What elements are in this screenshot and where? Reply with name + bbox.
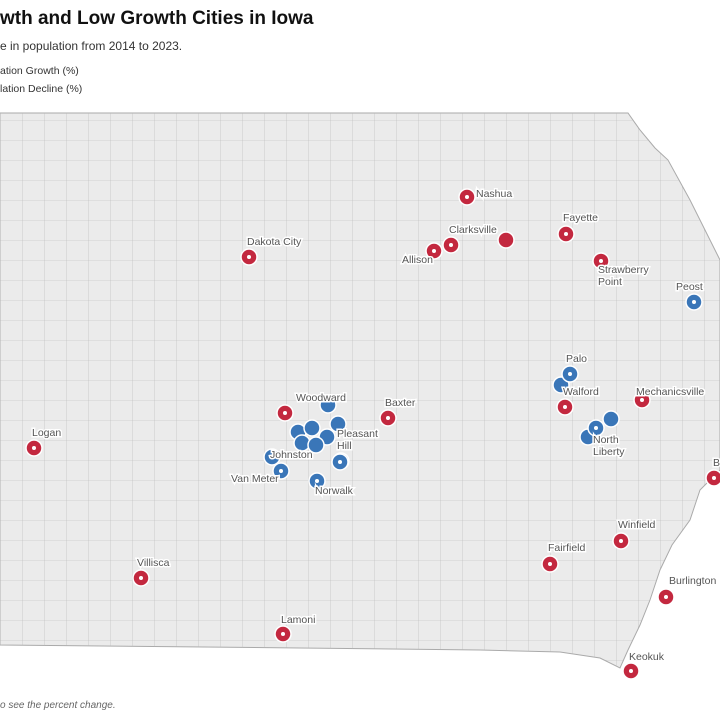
city-label: Liberty — [593, 446, 625, 458]
city-dot — [599, 259, 603, 263]
city-label: Strawberry — [598, 264, 650, 276]
city-dot — [338, 460, 342, 464]
city-marker — [602, 410, 620, 428]
city-label: Van Meter — [231, 473, 279, 485]
city-dot — [548, 562, 552, 566]
iowa-map — [0, 112, 720, 669]
city-marker — [307, 436, 325, 454]
city-label: Palo — [566, 353, 587, 365]
city-dot — [564, 232, 568, 236]
city-dot — [619, 539, 623, 543]
city-dot — [712, 476, 716, 480]
city-label: Logan — [32, 427, 61, 439]
city-dot — [629, 669, 633, 673]
city-dot — [139, 576, 143, 580]
city-dot — [432, 249, 436, 253]
city-dot — [279, 469, 283, 473]
city-label: Lamoni — [281, 614, 315, 626]
city-label: Fairfield — [548, 542, 586, 554]
city-label: Winfield — [618, 519, 656, 531]
city-label: Nashua — [476, 188, 512, 200]
city-label: Johnston — [270, 449, 313, 461]
city-dot — [692, 300, 696, 304]
city-dot — [640, 398, 644, 402]
city-dot — [568, 372, 572, 376]
city-dot — [283, 411, 287, 415]
city-dot — [315, 479, 319, 483]
city-marker — [497, 231, 515, 249]
city-label: Point — [598, 276, 622, 288]
city-marker — [329, 415, 347, 433]
city-dot — [270, 455, 274, 459]
city-dot — [32, 446, 36, 450]
city-dot — [563, 405, 567, 409]
city-label: Hill — [337, 440, 352, 452]
city-label: Fayette — [563, 212, 598, 224]
city-label: Pleasant — [337, 428, 378, 440]
city-label: Allison — [402, 254, 433, 266]
city-label: Mechanicsville — [636, 386, 704, 398]
legend-label: lation Decline (%) — [0, 83, 82, 95]
city-dot — [247, 255, 251, 259]
city-label: Villisca — [137, 557, 170, 569]
city-label: B — [713, 457, 720, 469]
subtitle: e in population from 2014 to 2023. — [0, 39, 182, 53]
legend-label: ation Growth (%) — [0, 65, 79, 77]
city-label: Dakota City — [247, 236, 302, 248]
city-label: North — [593, 434, 619, 446]
city-label: Peost — [676, 281, 703, 293]
city-label: Baxter — [385, 397, 416, 409]
city-label: Walford — [563, 386, 599, 398]
title: wth and Low Growth Cities in Iowa — [0, 8, 314, 29]
city-dot — [386, 416, 390, 420]
city-label: Burlington — [669, 575, 716, 587]
city-dot — [594, 426, 598, 430]
city-marker — [303, 419, 321, 437]
city-marker — [319, 396, 337, 414]
city-dot — [449, 243, 453, 247]
city-dot — [465, 195, 469, 199]
city-label: Woodward — [296, 392, 346, 404]
city-label: Keokuk — [629, 651, 665, 663]
city-label: Clarksville — [449, 224, 497, 236]
city-dot — [664, 595, 668, 599]
city-label: Norwalk — [315, 485, 354, 497]
footer-note: o see the percent change. — [0, 700, 116, 711]
city-dot — [281, 632, 285, 636]
